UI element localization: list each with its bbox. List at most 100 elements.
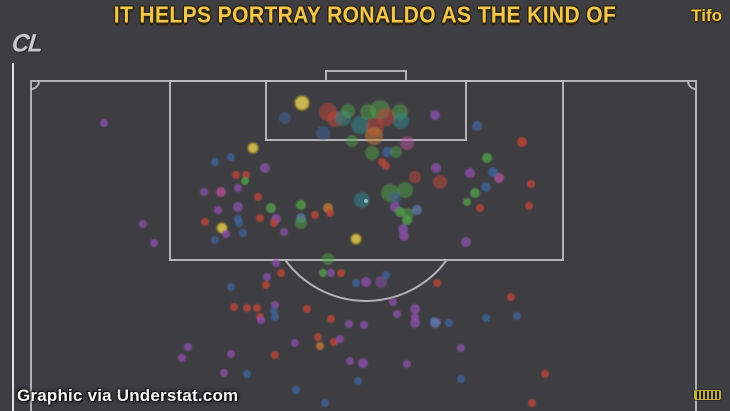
shot-dot [253, 304, 261, 312]
watermark-badge [694, 390, 721, 400]
shot-dot [235, 219, 243, 227]
shot-dot [527, 180, 535, 188]
shot-dot [375, 276, 387, 288]
shot-dot [525, 202, 533, 210]
shot-dot [433, 175, 447, 189]
shot-dot [292, 386, 300, 394]
shot-dot [243, 304, 251, 312]
shot-dot [222, 230, 230, 238]
shot-dot [178, 354, 186, 362]
shot-dot [412, 205, 422, 215]
shot-dot [321, 399, 329, 407]
shot-dot [354, 377, 362, 385]
shot-dot [314, 333, 322, 341]
shot-dot [257, 316, 265, 324]
shot-dot [517, 137, 527, 147]
shot-dot [271, 351, 279, 359]
shot-dot [399, 231, 409, 241]
shot-dot [337, 269, 345, 277]
tifo-logo: Tifo [691, 6, 722, 25]
shot-dot [481, 182, 491, 192]
shot-dot [295, 217, 307, 229]
shot-dot [336, 335, 344, 343]
shot-dot [541, 370, 549, 378]
shot-dot [327, 315, 335, 323]
shot-dot [184, 343, 192, 351]
shot-dot [476, 204, 484, 212]
shot-dot [465, 168, 475, 178]
shot-dot [211, 158, 219, 166]
shot-dot [341, 104, 355, 118]
shot-dot [382, 271, 390, 279]
shot-dot [330, 338, 338, 346]
shot-dots [100, 95, 549, 407]
shot-dot [463, 198, 471, 206]
shot-dot [227, 283, 235, 291]
shot-dot [433, 279, 441, 287]
shot-dot [216, 187, 226, 197]
shot-dot [277, 269, 285, 277]
shot-dot [150, 239, 158, 247]
pitch-lines [30, 70, 697, 411]
shot-dot [239, 229, 247, 237]
shot-dot [322, 253, 334, 265]
shot-dot [345, 320, 353, 328]
shot-dot [472, 121, 482, 131]
shot-dot [316, 126, 330, 140]
caption-text: IT HELPS PORTRAY RONALDO AS THE KIND OF [113, 2, 617, 29]
shot-dot [470, 188, 480, 198]
shot-dot [280, 228, 288, 236]
shot-dot [457, 375, 465, 383]
shot-dot [358, 358, 368, 368]
shot-dot [403, 360, 411, 368]
shot-dot [507, 293, 515, 301]
shot-dot [382, 162, 390, 170]
shot-dot [220, 369, 228, 377]
shot-dot [233, 202, 243, 212]
shot-dot [382, 147, 392, 157]
shot-dot [365, 146, 379, 160]
shot-dot [271, 313, 279, 321]
shot-dot [227, 153, 235, 161]
shot-dot [354, 192, 370, 208]
shot-dot [100, 119, 108, 127]
shot-dot [482, 153, 492, 163]
shot-dot [528, 399, 536, 407]
shot-dot [390, 146, 402, 158]
competition-badge: CL [10, 29, 44, 58]
shot-dot [241, 177, 249, 185]
shot-dot [254, 193, 262, 201]
shot-dot [488, 167, 498, 177]
shot-dot [352, 279, 360, 287]
shot-dot [361, 277, 371, 287]
shot-dot [270, 307, 278, 315]
shot-dot [351, 116, 369, 134]
shot-dot [230, 303, 238, 311]
shot-dot [326, 209, 334, 217]
shot-dot [270, 219, 278, 227]
shot-dot [350, 233, 362, 245]
shot-dot [461, 237, 471, 247]
shot-dot [445, 319, 453, 327]
shot-dot [243, 370, 251, 378]
shot-dot [397, 182, 413, 198]
credit-text: Graphic via Understat.com [17, 386, 239, 405]
shot-dot [234, 184, 242, 192]
shot-dot [393, 113, 409, 129]
shot-dot [279, 112, 291, 124]
shot-dot [272, 259, 280, 267]
shot-dot [365, 127, 383, 145]
shot-dot [431, 163, 441, 173]
shot-dot [263, 273, 271, 281]
shot-dot [271, 301, 279, 309]
shot-dot [303, 305, 311, 313]
shot-dot [296, 200, 306, 210]
shot-dot [319, 269, 327, 277]
shot-dot [256, 214, 264, 222]
shot-dot [232, 171, 240, 179]
shot-dot [410, 318, 420, 328]
shot-dot [200, 188, 208, 196]
shot-dot [227, 350, 235, 358]
